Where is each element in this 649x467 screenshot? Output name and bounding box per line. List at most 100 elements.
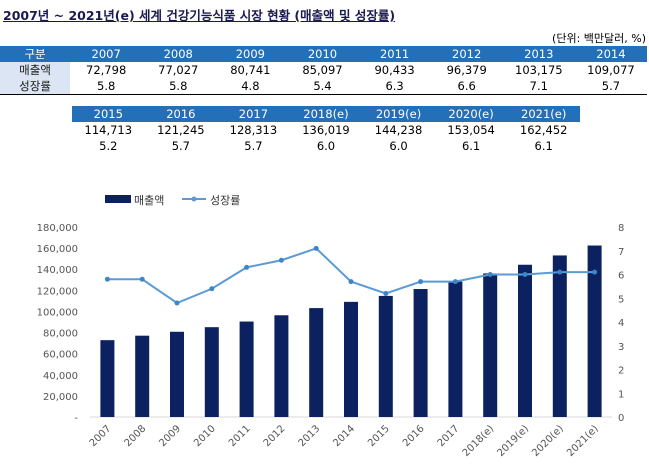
right-axis-tick: 8: [618, 223, 624, 234]
sales-cell: 144,238: [374, 123, 423, 137]
sales-cell: 162,452: [519, 123, 568, 137]
right-axis-tick: 1: [618, 389, 624, 400]
x-axis-tick: 2021(e): [565, 423, 601, 459]
year-header: 2015: [72, 106, 145, 122]
legend-growth: 성장률: [210, 194, 240, 207]
sales-cell: 96,379: [446, 63, 487, 77]
growth-point: [278, 257, 284, 263]
growth-cell: 7.1: [529, 79, 548, 93]
x-axis-tick: 2020(e): [530, 423, 566, 459]
growth-cell: 6.1: [534, 139, 553, 153]
bar-sales: [170, 331, 184, 417]
growth-point: [592, 269, 598, 275]
growth-cell: 5.7: [244, 139, 263, 153]
left-axis-tick: 20,000: [43, 392, 78, 403]
growth-point: [174, 300, 180, 306]
growth-cell: 6.1: [461, 139, 481, 153]
bar-sales: [344, 301, 358, 417]
x-axis-tick: 2016: [401, 423, 427, 449]
growth-cell: 5.7: [171, 139, 190, 153]
growth-cell: 5.7: [601, 79, 621, 93]
growth-point: [452, 279, 458, 285]
row-label-sales: 매출액: [0, 62, 71, 78]
left-axis-tick: 40,000: [43, 371, 78, 382]
right-axis-tick: 0: [618, 413, 624, 424]
bar-sales: [100, 340, 115, 417]
x-axis-tick: 2012: [262, 423, 288, 449]
x-axis-tick: 2011: [227, 423, 253, 449]
growth-point: [557, 269, 563, 275]
year-header: 2018(e): [289, 106, 363, 122]
growth-point: [348, 279, 354, 285]
growth-point: [244, 264, 250, 270]
sales-cell: 77,027: [158, 63, 199, 77]
growth-cell: 5.2: [99, 139, 118, 153]
x-axis-tick: 2009: [157, 423, 183, 449]
right-axis-tick: 7: [618, 247, 624, 258]
year-header: 2007: [70, 46, 143, 62]
data-table-part1: 구분 2007 2008 2009 2010 2011 2012 2013 2014 매출액 72…: [0, 46, 647, 95]
growth-cell: 6.0: [316, 139, 336, 153]
sales-cell: 136,019: [302, 123, 350, 137]
growth-point: [209, 286, 215, 292]
left-axis-tick: 60,000: [43, 350, 78, 361]
sales-cell: 103,175: [515, 63, 563, 77]
growth-cell: 6.6: [457, 79, 476, 93]
data-table-part2: 2015 2016 2017 2018(e) 2019(e) 2020(e) 2021(e)…: [72, 106, 580, 154]
year-header: 2008: [142, 46, 215, 62]
left-axis-tick: 180,000: [37, 223, 78, 234]
right-axis-tick: 2: [618, 366, 624, 377]
legend-sales: 매출액: [134, 194, 164, 207]
x-axis-tick: 2007: [88, 423, 114, 449]
x-axis-tick: 2008: [123, 423, 149, 449]
bar-sales: [135, 335, 150, 417]
bar-sales: [309, 308, 324, 417]
right-axis-tick: 6: [618, 271, 624, 282]
year-header: 2019(e): [362, 106, 435, 122]
left-axis-tick: 100,000: [37, 307, 78, 318]
left-axis-tick: 80,000: [43, 329, 78, 340]
sales-cell: 153,054: [447, 123, 495, 137]
year-header: 2010: [286, 46, 359, 62]
row-label-growth: 성장률: [0, 78, 71, 95]
growth-point: [104, 276, 110, 282]
unit-label: (단위: 백만달러, %): [552, 32, 646, 45]
bar-sales: [587, 245, 602, 417]
sales-cell: 114,713: [84, 123, 133, 137]
bar-sales: [239, 321, 254, 417]
x-axis-tick: 2015: [366, 423, 392, 449]
growth-point: [383, 291, 389, 296]
year-header: 2017: [217, 106, 290, 122]
sales-cell: 109,077: [587, 63, 635, 77]
bar-sales: [483, 273, 498, 417]
left-axis-tick: 120,000: [37, 286, 78, 297]
growth-cell: 4.8: [241, 79, 260, 93]
bar-sales: [413, 289, 428, 417]
bar-sales: [204, 327, 219, 417]
bar-sales: [274, 315, 289, 417]
sales-cell: 80,741: [230, 63, 271, 77]
chart: 매출액 성장률-20,00040,00060,00080,000100,00012…: [37, 194, 625, 459]
x-axis-tick: 2014: [331, 423, 357, 449]
x-axis-tick: 2019(e): [495, 423, 531, 459]
year-header: 2020(e): [434, 106, 508, 122]
bar-sales: [378, 295, 393, 417]
right-axis-tick: 5: [618, 294, 624, 305]
legend-line-marker: [191, 196, 197, 202]
x-axis-tick: 2018(e): [461, 423, 497, 459]
bar-sales: [448, 281, 463, 417]
sales-cell: 121,245: [157, 123, 205, 137]
x-axis-tick: 2017: [436, 423, 462, 449]
growth-cell: 5.8: [97, 79, 116, 93]
growth-point: [313, 245, 319, 251]
left-axis-tick: 140,000: [37, 265, 78, 276]
bar-sales: [552, 255, 567, 417]
growth-point: [487, 272, 493, 277]
sales-cell: 128,313: [229, 123, 278, 137]
growth-cell: 5.8: [169, 79, 188, 93]
sales-cell: 72,798: [86, 63, 127, 77]
page-title: 2007년 ~ 2021년(e) 세계 건강기능식품 시장 현황 (매출액 및 …: [3, 8, 396, 23]
x-axis-tick: 2010: [192, 423, 218, 449]
left-axis-tick: -: [74, 413, 78, 424]
header-label: 구분: [0, 46, 71, 62]
